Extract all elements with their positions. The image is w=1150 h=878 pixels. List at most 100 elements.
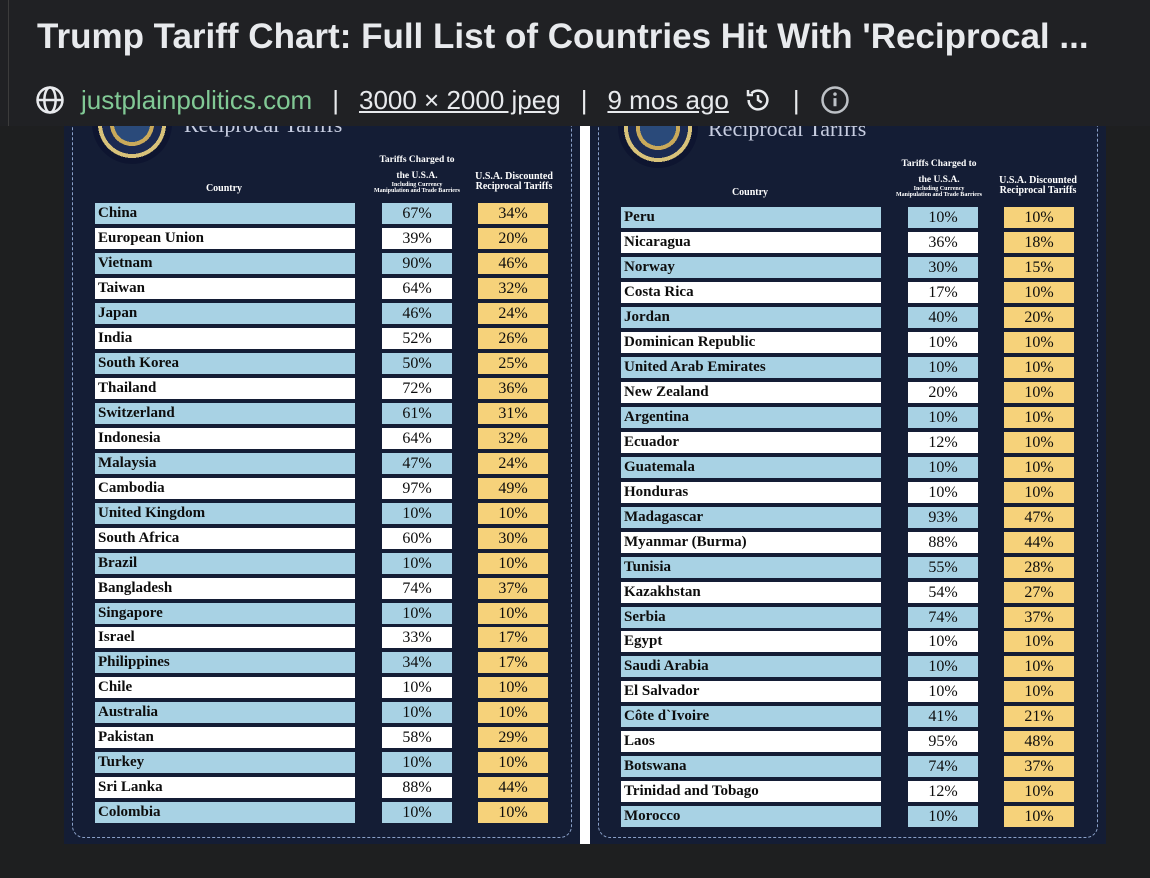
charged-tariff-cell: 50% [382, 352, 452, 374]
table-row: Trinidad and Tobago 12% 10% [590, 781, 1106, 803]
table-row: Nicaragua 36% 18% [590, 231, 1106, 253]
image-age-link[interactable]: 9 mos ago [607, 84, 729, 115]
country-cell: India [95, 327, 355, 349]
charged-tariff-cell: 10% [908, 207, 978, 228]
charged-tariff-cell: 20% [908, 381, 978, 403]
country-cell: Honduras [621, 481, 881, 503]
site-link[interactable]: justplainpolitics.com [81, 84, 313, 115]
charged-tariff-cell: 93% [908, 506, 978, 528]
tariff-panel-left: Reciprocal Tariffs Country Tariffs Charg… [64, 126, 580, 844]
charged-tariff-cell: 74% [382, 577, 452, 599]
table-row: United Arab Emirates 10% 10% [590, 356, 1106, 378]
image-dimensions-link[interactable]: 3000 × 2000 jpeg [358, 84, 561, 115]
table-row: Honduras 10% 10% [590, 481, 1106, 503]
table-row: Botswana 74% 37% [590, 756, 1106, 778]
discounted-tariff-cell: 10% [1004, 356, 1074, 378]
country-cell: Trinidad and Tobago [621, 781, 881, 803]
discounted-tariff-cell: 17% [478, 652, 548, 674]
charged-tariff-cell: 17% [908, 281, 978, 303]
globe-icon [36, 86, 64, 114]
country-cell: United Arab Emirates [621, 356, 881, 378]
separator: | [792, 84, 800, 115]
discounted-tariff-cell: 44% [1004, 531, 1074, 553]
country-cell: Taiwan [95, 277, 355, 299]
discounted-tariff-cell: 10% [478, 502, 548, 524]
discounted-tariff-cell: 25% [478, 352, 548, 374]
charged-tariff-cell: 10% [908, 631, 978, 653]
table-row: New Zealand 20% 10% [590, 381, 1106, 403]
table-row: Egypt 10% 10% [590, 631, 1106, 653]
table-row: Sri Lanka 88% 44% [64, 777, 580, 799]
charged-tariff-cell: 10% [908, 656, 978, 678]
table-row: United Kingdom 10% 10% [64, 502, 580, 524]
discounted-tariff-cell: 24% [478, 302, 548, 324]
image-title[interactable]: Trump Tariff Chart: Full List of Countri… [37, 17, 1089, 56]
discounted-tariff-cell: 27% [1004, 581, 1074, 603]
charged-tariff-cell: 10% [908, 406, 978, 428]
discounted-tariff-cell: 34% [478, 203, 548, 224]
country-cell: Malaysia [95, 452, 355, 474]
country-cell: Japan [95, 302, 355, 324]
table-row: Tunisia 55% 28% [590, 556, 1106, 578]
discounted-tariff-cell: 10% [1004, 406, 1074, 428]
discounted-tariff-cell: 10% [478, 552, 548, 574]
discounted-tariff-cell: 32% [478, 427, 548, 449]
table-row: South Korea 50% 25% [64, 352, 580, 374]
table-row: Brazil 10% 10% [64, 552, 580, 574]
charged-tariff-cell: 64% [382, 427, 452, 449]
discounted-tariff-cell: 10% [1004, 281, 1074, 303]
charged-tariff-cell: 10% [382, 602, 452, 624]
country-cell: United Kingdom [95, 502, 355, 524]
discounted-tariff-cell: 47% [1004, 506, 1074, 528]
charged-tariff-cell: 67% [382, 203, 452, 224]
country-cell: Jordan [621, 306, 881, 328]
table-row: Argentina 10% 10% [590, 406, 1106, 428]
charged-tariff-cell: 10% [908, 331, 978, 353]
table-row: Morocco 10% 10% [590, 806, 1106, 828]
discounted-tariff-cell: 15% [1004, 256, 1074, 278]
charged-tariff-cell: 10% [382, 552, 452, 574]
discounted-tariff-cell: 10% [478, 802, 548, 824]
country-cell: Philippines [95, 652, 355, 674]
country-cell: Serbia [621, 606, 881, 628]
charged-tariff-cell: 10% [908, 456, 978, 478]
charged-tariff-cell: 64% [382, 277, 452, 299]
discounted-tariff-cell: 29% [478, 727, 548, 749]
country-cell: Kazakhstan [621, 581, 881, 603]
info-icon[interactable] [820, 85, 850, 115]
discounted-tariff-cell: 17% [478, 627, 548, 649]
table-row: Myanmar (Burma) 88% 44% [590, 531, 1106, 553]
image-preview[interactable]: Reciprocal Tariffs Country Tariffs Charg… [0, 126, 1150, 878]
country-cell: Brazil [95, 552, 355, 574]
country-cell: Thailand [95, 377, 355, 399]
discounted-tariff-cell: 10% [1004, 456, 1074, 478]
charged-tariff-cell: 54% [908, 581, 978, 603]
table-row: Australia 10% 10% [64, 702, 580, 724]
discounted-tariff-cell: 26% [478, 327, 548, 349]
charged-tariff-cell: 10% [908, 681, 978, 703]
country-cell: South Korea [95, 352, 355, 374]
charged-tariff-cell: 10% [382, 702, 452, 724]
charged-tariff-cell: 97% [382, 477, 452, 499]
table-row: Côte d`Ivoire 41% 21% [590, 706, 1106, 728]
discounted-tariff-cell: 46% [478, 252, 548, 274]
table-row: Cambodia 97% 49% [64, 477, 580, 499]
table-row: Serbia 74% 37% [590, 606, 1106, 628]
charged-tariff-cell: 10% [908, 481, 978, 503]
column-header-charged: Tariffs Charged to the U.S.A. Including … [374, 155, 460, 194]
image-info-header: Trump Tariff Chart: Full List of Countri… [8, 0, 1150, 126]
history-icon[interactable] [743, 85, 773, 115]
discounted-tariff-cell: 10% [1004, 806, 1074, 828]
country-cell: Madagascar [621, 506, 881, 528]
charged-tariff-cell: 33% [382, 627, 452, 649]
country-cell: Morocco [621, 806, 881, 828]
discounted-tariff-cell: 10% [478, 602, 548, 624]
country-cell: Saudi Arabia [621, 656, 881, 678]
country-cell: Sri Lanka [95, 777, 355, 799]
discounted-tariff-cell: 10% [1004, 681, 1074, 703]
discounted-tariff-cell: 10% [1004, 381, 1074, 403]
country-cell: Myanmar (Burma) [621, 531, 881, 553]
charged-tariff-cell: 52% [382, 327, 452, 349]
separator: | [332, 84, 339, 115]
country-cell: Colombia [95, 802, 355, 824]
